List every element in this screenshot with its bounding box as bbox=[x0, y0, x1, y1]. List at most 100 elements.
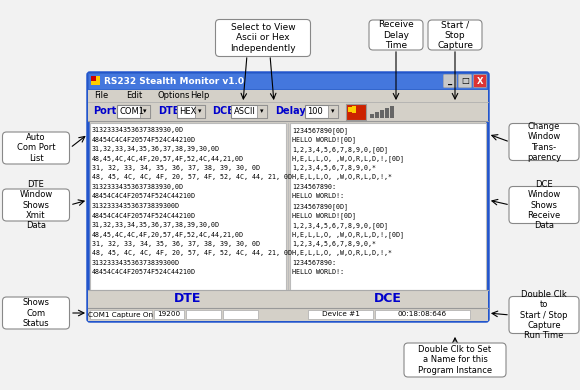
Text: 00:18:08:646: 00:18:08:646 bbox=[398, 312, 447, 317]
Bar bbox=[379, 110, 383, 117]
FancyBboxPatch shape bbox=[444, 74, 456, 87]
Bar bbox=[117, 105, 150, 118]
Text: 31, 32, 33, 34, 35, 36, 37, 38, 39, 30, 0D: 31, 32, 33, 34, 35, 36, 37, 38, 39, 30, … bbox=[92, 165, 260, 171]
Text: 1,2,3,4,5,6,7,8,9,0,*: 1,2,3,4,5,6,7,8,9,0,* bbox=[292, 165, 376, 171]
Text: Device #1: Device #1 bbox=[321, 312, 360, 317]
Text: 31, 32, 33, 34, 35, 36, 37, 38, 39, 30, 0D: 31, 32, 33, 34, 35, 36, 37, 38, 39, 30, … bbox=[92, 241, 260, 247]
Text: COM1: COM1 bbox=[120, 107, 145, 116]
Text: Change
Window
Trans-
parency: Change Window Trans- parency bbox=[527, 122, 561, 162]
Text: HELLO WORLD![0D]: HELLO WORLD![0D] bbox=[292, 213, 356, 219]
Text: DCE: DCE bbox=[212, 106, 234, 117]
Text: 48454C4C4F20574F524C44210D: 48454C4C4F20574F524C44210D bbox=[92, 269, 196, 275]
FancyBboxPatch shape bbox=[2, 297, 70, 329]
Text: ▾: ▾ bbox=[331, 108, 334, 115]
Bar bbox=[194, 105, 205, 118]
Text: HEX: HEX bbox=[179, 107, 197, 116]
Text: 1,2,3,4,5,6,7,8,9,0,*: 1,2,3,4,5,6,7,8,9,0,* bbox=[292, 241, 376, 247]
Bar bbox=[347, 106, 354, 112]
Bar bbox=[91, 76, 96, 81]
Text: Edit: Edit bbox=[126, 92, 142, 101]
Text: H,E,L,L,O, ,W,O,R,L,D,!,*: H,E,L,L,O, ,W,O,R,L,D,!,* bbox=[292, 174, 392, 181]
FancyBboxPatch shape bbox=[216, 20, 310, 57]
Bar bbox=[231, 105, 267, 118]
Text: 1234567890:: 1234567890: bbox=[292, 260, 336, 266]
Bar bbox=[369, 113, 374, 117]
Bar bbox=[257, 105, 267, 118]
Text: 313233343536373839300D: 313233343536373839300D bbox=[92, 203, 180, 209]
Bar bbox=[140, 105, 150, 118]
Text: 313233343536373839300D: 313233343536373839300D bbox=[92, 260, 180, 266]
Text: DTE: DTE bbox=[158, 106, 179, 117]
Text: Double Clk to Set
a Name for this
Program Instance: Double Clk to Set a Name for this Progra… bbox=[418, 345, 492, 375]
FancyBboxPatch shape bbox=[509, 124, 579, 161]
Text: 1,2,3,4,5,6,7,8,9,0,[0D]: 1,2,3,4,5,6,7,8,9,0,[0D] bbox=[292, 146, 388, 153]
FancyBboxPatch shape bbox=[473, 74, 487, 87]
Text: HELLO WORLD!:: HELLO WORLD!: bbox=[292, 193, 344, 200]
Bar bbox=[88, 308, 488, 321]
Text: 19200: 19200 bbox=[157, 312, 180, 317]
FancyBboxPatch shape bbox=[428, 20, 482, 50]
Bar bbox=[88, 290, 488, 308]
Bar bbox=[223, 310, 258, 319]
Text: 31323334353637383930,0D: 31323334353637383930,0D bbox=[92, 184, 184, 190]
Text: ASCII: ASCII bbox=[234, 107, 256, 116]
Text: 48, 45, 4C, 4C, 4F, 20, 57, 4F, 52, 4C, 44, 21, 0D: 48, 45, 4C, 4C, 4F, 20, 57, 4F, 52, 4C, … bbox=[92, 250, 292, 257]
Bar bbox=[328, 105, 338, 118]
Text: COM1 Capture On: COM1 Capture On bbox=[89, 312, 154, 317]
Bar bbox=[91, 76, 100, 85]
Text: Double Clk
to
Start / Stop
Capture
Run Time: Double Clk to Start / Stop Capture Run T… bbox=[520, 290, 568, 340]
Text: ▾: ▾ bbox=[260, 108, 264, 115]
Text: H,E,L,L,O, ,W,O,R,L,D,!,*: H,E,L,L,O, ,W,O,R,L,D,!,* bbox=[292, 250, 392, 257]
Text: HELLO WORLD![0D]: HELLO WORLD![0D] bbox=[292, 136, 356, 143]
Text: 31,32,33,34,35,36,37,38,39,30,0D: 31,32,33,34,35,36,37,38,39,30,0D bbox=[92, 222, 220, 228]
Bar bbox=[290, 123, 486, 290]
Text: Shows
Com
Status: Shows Com Status bbox=[23, 298, 49, 328]
Text: ▾: ▾ bbox=[143, 108, 147, 115]
Text: 48454C4C4F20574F524C44210D: 48454C4C4F20574F524C44210D bbox=[92, 193, 196, 200]
Text: Receive
Delay
Time: Receive Delay Time bbox=[378, 20, 414, 50]
Text: 100: 100 bbox=[307, 107, 323, 116]
Text: 48,45,4C,4C,4F,20,57,4F,52,4C,44,21,0D: 48,45,4C,4C,4F,20,57,4F,52,4C,44,21,0D bbox=[92, 232, 244, 238]
Text: 31,32,33,34,35,36,37,38,39,30,0D: 31,32,33,34,35,36,37,38,39,30,0D bbox=[92, 146, 220, 152]
Text: 1234567890:: 1234567890: bbox=[292, 184, 336, 190]
Bar bbox=[375, 310, 470, 319]
Text: □: □ bbox=[461, 76, 469, 85]
Text: _: _ bbox=[448, 76, 452, 85]
Text: Options: Options bbox=[158, 92, 190, 101]
Text: Help: Help bbox=[190, 92, 209, 101]
Bar bbox=[88, 73, 488, 90]
FancyBboxPatch shape bbox=[2, 132, 70, 164]
Bar bbox=[90, 123, 286, 290]
Bar bbox=[304, 105, 338, 118]
FancyBboxPatch shape bbox=[404, 343, 506, 377]
Bar bbox=[375, 112, 379, 117]
Bar bbox=[176, 105, 205, 118]
Text: Auto
Com Port
List: Auto Com Port List bbox=[17, 133, 55, 163]
FancyBboxPatch shape bbox=[509, 186, 579, 223]
Bar bbox=[390, 106, 393, 117]
Text: 48454C4C4F20574F524C44210D: 48454C4C4F20574F524C44210D bbox=[92, 213, 196, 218]
Text: 48,45,4C,4C,4F,20,57,4F,52,4C,44,21,0D: 48,45,4C,4C,4F,20,57,4F,52,4C,44,21,0D bbox=[92, 156, 244, 161]
Text: X: X bbox=[477, 76, 483, 85]
Bar bbox=[351, 106, 356, 112]
Text: DTE: DTE bbox=[175, 292, 202, 305]
Bar bbox=[186, 310, 221, 319]
FancyBboxPatch shape bbox=[88, 73, 488, 321]
FancyBboxPatch shape bbox=[2, 189, 70, 221]
Text: 1,2,3,4,5,6,7,8,9,0,[0D]: 1,2,3,4,5,6,7,8,9,0,[0D] bbox=[292, 222, 388, 229]
Bar bbox=[385, 108, 389, 117]
Text: File: File bbox=[94, 92, 108, 101]
Text: ▾: ▾ bbox=[198, 108, 201, 115]
Text: DCE: DCE bbox=[374, 292, 402, 305]
Text: Port: Port bbox=[93, 106, 116, 117]
Bar bbox=[154, 310, 184, 319]
Text: DTE
Window
Shows
Xmit
Data: DTE Window Shows Xmit Data bbox=[19, 180, 53, 230]
Text: 1234567890[0D]: 1234567890[0D] bbox=[292, 203, 348, 210]
Text: 48, 45, 4C, 4C, 4F, 20, 57, 4F, 52, 4C, 44, 21, 0D: 48, 45, 4C, 4C, 4F, 20, 57, 4F, 52, 4C, … bbox=[92, 174, 292, 181]
Bar bbox=[308, 310, 373, 319]
Bar bbox=[346, 103, 365, 119]
Bar bbox=[88, 102, 488, 121]
Bar bbox=[89, 74, 487, 89]
Bar bbox=[88, 90, 488, 102]
FancyBboxPatch shape bbox=[459, 74, 472, 87]
